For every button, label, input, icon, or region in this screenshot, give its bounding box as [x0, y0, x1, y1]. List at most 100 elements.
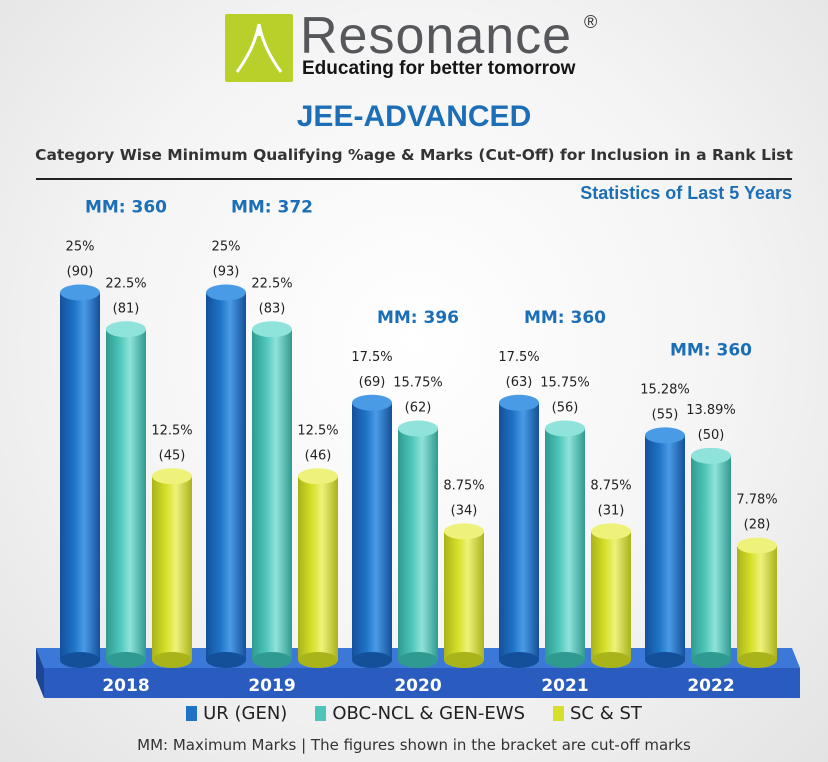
marks-label-sc-2018: (45)	[159, 448, 186, 463]
chart-base-front	[44, 668, 800, 698]
bar-base-obc-2020	[398, 652, 438, 668]
bar-cap-sc-2022	[737, 537, 777, 554]
bar-obc-2018	[106, 329, 146, 660]
brand-name: Resonance	[300, 7, 573, 65]
bar-base-ur-2022	[645, 652, 685, 668]
bar-base-sc-2021	[591, 652, 631, 668]
bar-ur-2018	[60, 292, 100, 660]
bar-cap-ur-2022	[645, 427, 685, 444]
pct-label-ur-2022: 15.28%	[640, 382, 690, 397]
year-label-2018: 2018	[102, 676, 149, 696]
bar-cap-sc-2020	[444, 523, 484, 540]
pct-label-obc-2019: 22.5%	[251, 276, 292, 291]
marks-label-ur-2019: (93)	[213, 265, 240, 280]
bar-cap-obc-2018	[106, 321, 146, 338]
max-marks-2020: MM: 396	[377, 308, 459, 328]
bar-obc-2021	[545, 428, 585, 660]
marks-label-obc-2022: (50)	[698, 428, 725, 443]
marks-label-ur-2018: (90)	[67, 265, 94, 280]
year-label-2021: 2021	[541, 676, 588, 696]
marks-label-sc-2019: (46)	[305, 448, 332, 463]
pct-label-ur-2021: 17.5%	[498, 350, 539, 365]
pct-label-obc-2018: 22.5%	[105, 276, 146, 291]
legend-swatch-ur	[186, 706, 198, 721]
pct-label-ur-2018: 25%	[66, 240, 95, 255]
marks-label-ur-2021: (63)	[506, 375, 533, 390]
year-label-2022: 2022	[687, 676, 734, 696]
title-divider	[36, 178, 792, 180]
bar-cap-ur-2020	[352, 394, 392, 411]
chart-title: JEE-ADVANCED	[296, 100, 532, 133]
max-marks-2018: MM: 360	[85, 198, 167, 218]
legend-label-sc: SC & ST	[570, 703, 642, 724]
legend-item-obc: OBC-NCL & GEN-EWS	[315, 703, 525, 724]
bar-base-obc-2018	[106, 652, 146, 668]
pct-label-sc-2022: 7.78%	[736, 493, 777, 508]
bar-cap-sc-2018	[152, 468, 192, 485]
bar-cap-obc-2019	[252, 321, 292, 338]
marks-label-sc-2022: (28)	[744, 518, 771, 533]
bar-sc-2019	[298, 476, 338, 660]
bar-ur-2021	[499, 402, 539, 660]
marks-label-obc-2020: (62)	[405, 400, 432, 415]
bar-base-sc-2018	[152, 652, 192, 668]
marks-label-ur-2022: (55)	[652, 407, 679, 422]
max-marks-2021: MM: 360	[524, 308, 606, 328]
pct-label-ur-2020: 17.5%	[351, 350, 392, 365]
bar-base-sc-2020	[444, 652, 484, 668]
bar-sc-2021	[591, 531, 631, 660]
chart-footnote: MM: Maximum Marks | The figures shown in…	[137, 736, 691, 754]
year-label-2019: 2019	[248, 676, 295, 696]
legend-item-ur: UR (GEN)	[186, 703, 287, 724]
marks-label-obc-2019: (83)	[259, 301, 286, 316]
max-marks-2022: MM: 360	[670, 340, 752, 360]
pct-label-sc-2021: 8.75%	[590, 478, 631, 493]
bar-base-ur-2018	[60, 652, 100, 668]
bar-base-obc-2022	[691, 652, 731, 668]
legend-swatch-sc	[553, 706, 564, 721]
bar-cap-ur-2018	[60, 284, 100, 301]
bar-base-obc-2021	[545, 652, 585, 668]
bar-ur-2020	[352, 402, 392, 660]
bar-cap-obc-2020	[398, 420, 438, 437]
pct-label-obc-2020: 15.75%	[393, 375, 443, 390]
bar-base-ur-2020	[352, 652, 392, 668]
bar-cap-ur-2019	[206, 284, 246, 301]
legend-label-obc: OBC-NCL & GEN-EWS	[332, 703, 525, 724]
bar-cap-sc-2019	[298, 468, 338, 485]
bar-sc-2020	[444, 531, 484, 660]
bar-obc-2020	[398, 428, 438, 660]
resonance-logo-icon	[225, 14, 293, 82]
bar-cap-obc-2022	[691, 447, 731, 464]
bar-base-ur-2021	[499, 652, 539, 668]
chart-subtitle: Category Wise Minimum Qualifying %age & …	[35, 146, 793, 164]
legend-swatch-obc	[315, 706, 327, 721]
bar-cap-ur-2021	[499, 394, 539, 411]
bar-base-sc-2019	[298, 652, 338, 668]
marks-label-obc-2021: (56)	[552, 400, 579, 415]
bar-ur-2022	[645, 435, 685, 660]
brand-tagline: Educating for better tomorrow	[302, 58, 576, 79]
bar-base-obc-2019	[252, 652, 292, 668]
marks-label-sc-2021: (31)	[598, 503, 625, 518]
pct-label-ur-2019: 25%	[212, 240, 241, 255]
year-label-2020: 2020	[394, 676, 441, 696]
bar-base-sc-2022	[737, 652, 777, 668]
chart-legend: UR (GEN) OBC-NCL & GEN-EWS SC & ST	[0, 703, 828, 724]
bar-cap-obc-2021	[545, 420, 585, 437]
pct-label-sc-2018: 12.5%	[151, 423, 192, 438]
marks-label-sc-2020: (34)	[451, 503, 478, 518]
stats-note: Statistics of Last 5 Years	[580, 183, 792, 203]
bar-obc-2022	[691, 455, 731, 660]
bar-base-ur-2019	[206, 652, 246, 668]
marks-label-ur-2020: (69)	[359, 375, 386, 390]
bar-sc-2018	[152, 476, 192, 660]
bar-ur-2019	[206, 292, 246, 660]
pct-label-obc-2021: 15.75%	[540, 375, 590, 390]
legend-label-ur: UR (GEN)	[203, 703, 288, 724]
bar-chart: 25% (90) 22.5% (81) 12.5% (45) MM: 360 2018 25% (…	[36, 198, 800, 698]
bar-cap-sc-2021	[591, 523, 631, 540]
pct-label-obc-2022: 13.89%	[686, 403, 736, 418]
max-marks-2019: MM: 372	[231, 198, 313, 218]
legend-item-sc: SC & ST	[553, 703, 642, 724]
